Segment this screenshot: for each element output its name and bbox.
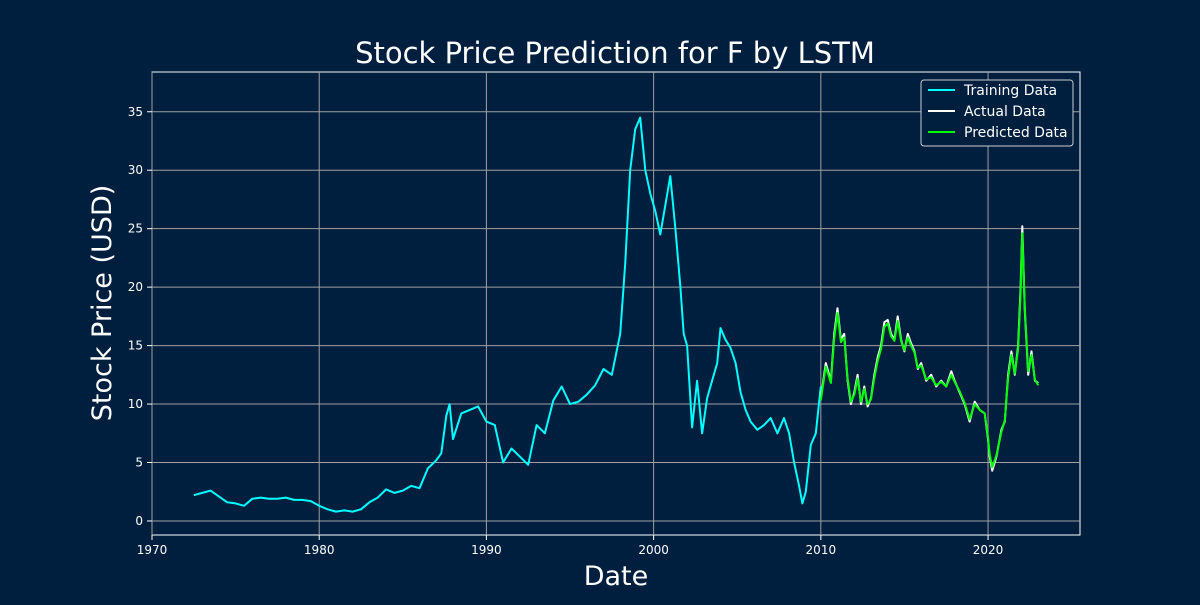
x-tick-label: 2000 — [638, 543, 669, 557]
x-axis-label: Date — [584, 561, 649, 592]
legend: Training Data Actual Data Predicted Data — [920, 79, 1074, 147]
grid-lines — [151, 72, 1080, 535]
y-tick-label: 5 — [135, 456, 143, 470]
x-tick-label: 1990 — [471, 543, 502, 557]
legend-label-training: Training Data — [963, 83, 1057, 99]
y-axis-label: Stock Price (USD) — [87, 185, 118, 422]
y-tick-label: 35 — [128, 105, 143, 119]
x-tick-label: 1970 — [137, 543, 168, 557]
x-tick-label: 2010 — [806, 543, 837, 557]
axis-ticks: 1970 1980 1990 2000 2010 2020 0 5 10 15 20 25 30 35 — [128, 105, 1004, 557]
legend-label-actual: Actual Data — [964, 104, 1046, 120]
x-tick-label: 1980 — [304, 543, 335, 557]
y-tick-label: 0 — [135, 514, 143, 528]
series-predicted-line — [819, 232, 1040, 469]
y-tick-label: 10 — [128, 397, 143, 411]
y-tick-label: 20 — [128, 280, 143, 294]
chart-title: Stock Price Prediction for F by LSTM — [355, 36, 875, 70]
legend-label-predicted: Predicted Data — [964, 125, 1068, 141]
legend-box — [920, 79, 1074, 147]
y-tick-label: 30 — [128, 163, 143, 177]
x-tick-label: 2020 — [973, 543, 1004, 557]
series-layer — [193, 116, 1040, 513]
series-training-line — [193, 116, 822, 513]
y-tick-label: 25 — [128, 222, 143, 236]
plot-area — [151, 71, 1081, 536]
y-tick-label: 15 — [128, 339, 143, 353]
